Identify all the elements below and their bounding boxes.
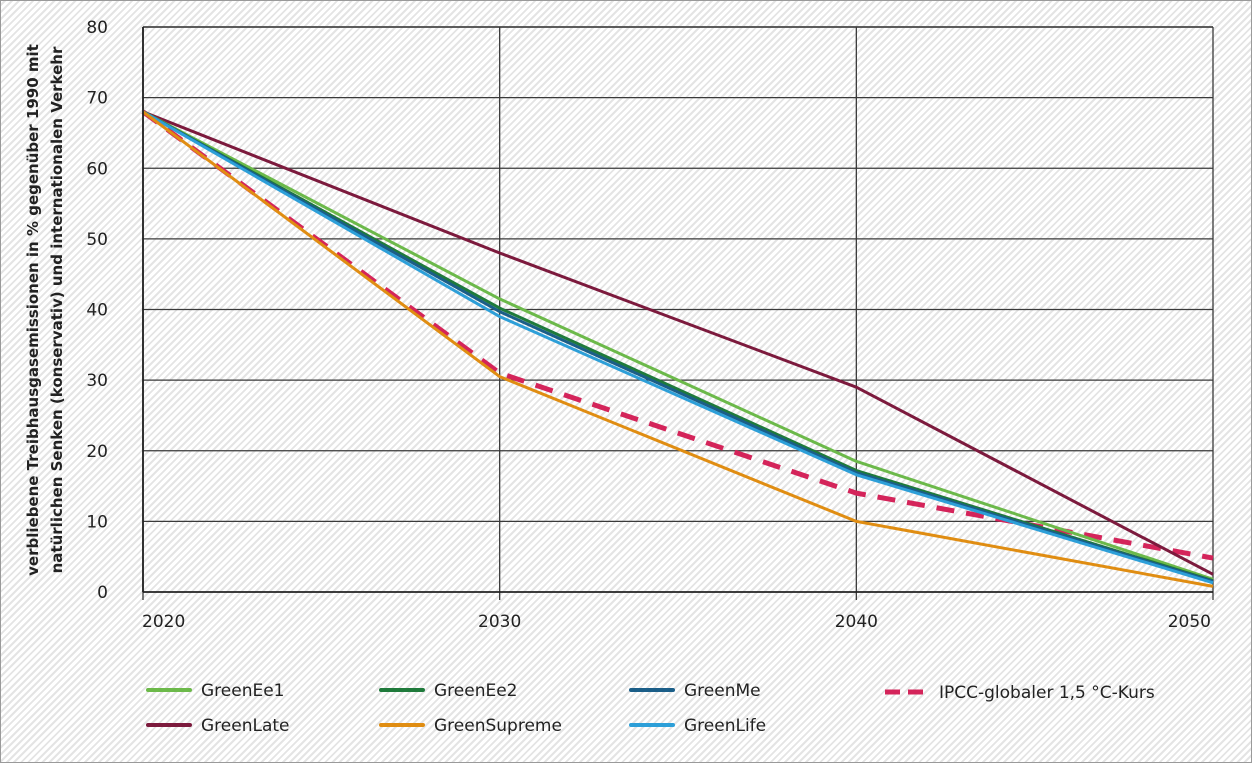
axes <box>142 26 1213 593</box>
y-tick-labels: 0 10 20 30 40 50 60 70 80 <box>86 18 108 603</box>
legend-item: GreenSupreme <box>379 716 562 736</box>
series-line-greenee1 <box>142 110 1214 581</box>
series-line-greenlate <box>142 110 1214 576</box>
series-line-greenlife <box>142 110 1214 585</box>
series-line-greenee2 <box>142 110 1214 583</box>
y-tick-label: 30 <box>86 371 108 391</box>
series-line-greensupreme <box>142 110 1214 588</box>
x-tick-label: 2040 <box>835 612 878 632</box>
x-tick-label: 2020 <box>142 612 185 632</box>
legend-item: GreenMe <box>629 681 761 701</box>
y-tick-label: 0 <box>97 583 108 603</box>
y-tick-label: 40 <box>86 301 108 321</box>
y-axis-title: verbliebene Treibhausgasemissionen in % … <box>24 44 66 576</box>
x-tick-label: 2030 <box>478 612 521 632</box>
series-lines <box>141 109 1214 588</box>
grid-lines <box>142 26 1214 600</box>
legend-label: GreenEe1 <box>201 681 285 701</box>
legend-label: GreenSupreme <box>434 716 562 736</box>
legend-item: GreenEe1 <box>146 681 285 701</box>
x-tick-label: 2050 <box>1168 612 1211 632</box>
y-tick-label: 20 <box>86 442 108 462</box>
x-tick-labels: 2020 2030 2040 2050 <box>142 612 1211 632</box>
y-tick-label: 70 <box>86 89 108 109</box>
legend-item: GreenEe2 <box>379 681 518 701</box>
legend-item: GreenLate <box>146 716 290 736</box>
legend: GreenEe1 GreenEe2 GreenMe IPCC-globaler 1,5… <box>146 681 1155 736</box>
legend-item: IPCC-globaler 1,5 °C-Kurs <box>885 683 1155 703</box>
y-tick-label: 80 <box>86 18 108 38</box>
y-axis-title-line1: verbliebene Treibhausgasemissionen in % … <box>24 44 42 576</box>
legend-label: GreenMe <box>684 681 761 701</box>
y-tick-label: 50 <box>86 230 108 250</box>
y-tick-label: 60 <box>86 159 108 179</box>
series-line-greenme <box>142 110 1214 583</box>
legend-label: GreenLife <box>684 716 766 736</box>
legend-item: GreenLife <box>629 716 766 736</box>
legend-label: IPCC-globaler 1,5 °C-Kurs <box>939 683 1155 703</box>
legend-label: GreenEe2 <box>434 681 518 701</box>
y-axis-title-line2: natürlichen Senken (konservativ) und int… <box>48 46 66 573</box>
y-tick-label: 10 <box>86 512 108 532</box>
legend-label: GreenLate <box>201 716 290 736</box>
